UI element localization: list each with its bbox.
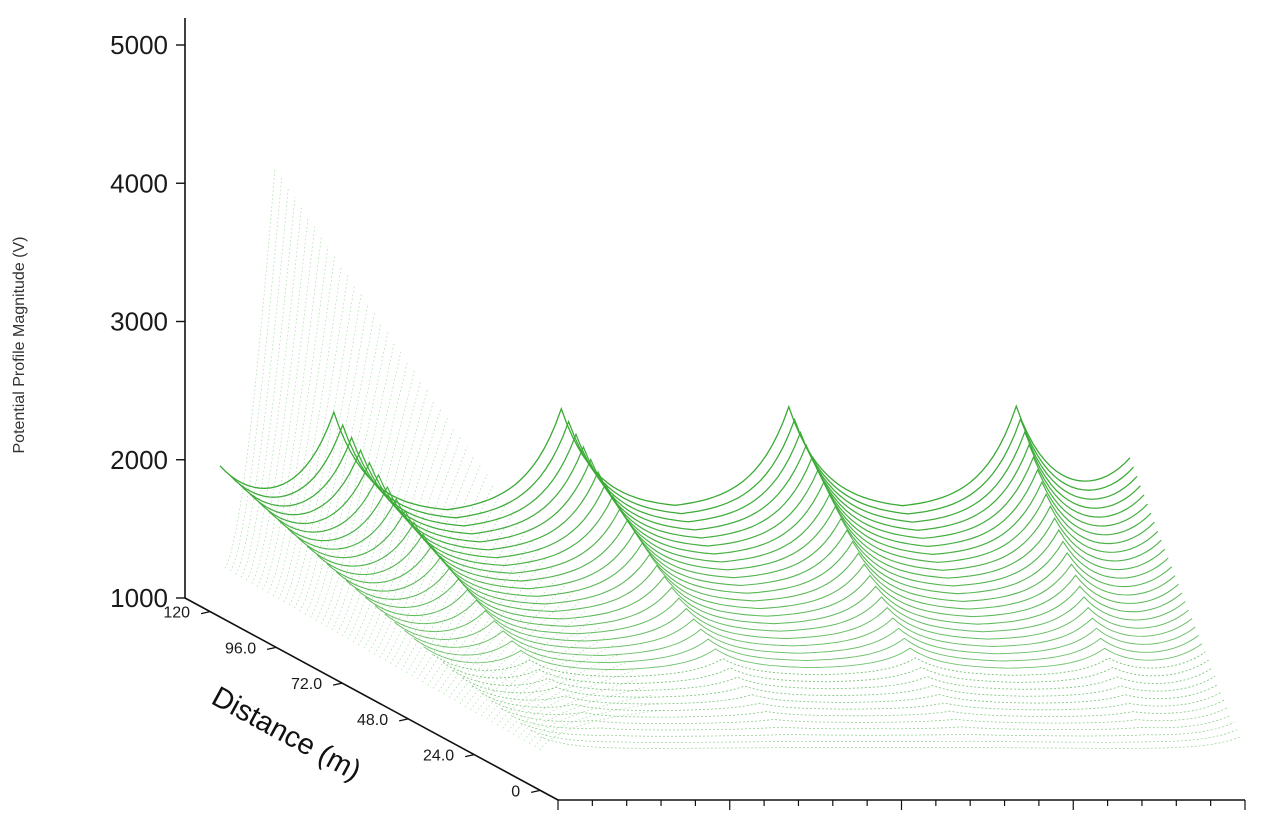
distance-tick-label: 72.0 bbox=[291, 676, 322, 693]
surface-column-line bbox=[417, 511, 513, 679]
surface-column-line bbox=[375, 437, 461, 654]
distance-tick-label: 24.0 bbox=[423, 748, 454, 765]
surface-column-line bbox=[465, 593, 573, 707]
surface-column-line bbox=[540, 710, 666, 750]
surface-column-line bbox=[236, 188, 289, 575]
surface-column-line bbox=[471, 602, 580, 710]
axes: 5000 4000 3000 2000 1000 120 96.0 72.0 48.0 24.0… bbox=[110, 18, 1245, 810]
surface-column-line bbox=[401, 484, 494, 670]
surface-column-line bbox=[310, 323, 381, 617]
distance-tick-label: 48.0 bbox=[357, 712, 388, 729]
surface-column-line bbox=[326, 352, 401, 627]
surface-row-line bbox=[462, 676, 1215, 697]
surface-column-line bbox=[503, 654, 620, 729]
z-tick-label: 5000 bbox=[110, 30, 168, 60]
surface-column-line bbox=[230, 178, 281, 571]
surface-column-line bbox=[273, 256, 335, 596]
surface-column-line bbox=[359, 409, 441, 645]
surface-column-line bbox=[369, 428, 454, 652]
z-tick-label: 3000 bbox=[110, 307, 168, 337]
surface-row-line bbox=[269, 470, 1148, 550]
surface-column-line bbox=[529, 695, 652, 744]
surface-column-line bbox=[444, 557, 547, 695]
distance-tick-mark bbox=[267, 647, 276, 649]
z-axis-title: Potential Profile Magnitude (V) bbox=[11, 237, 28, 454]
distance-axis-title: Distance (m) bbox=[206, 681, 366, 788]
distance-tick-label: 96.0 bbox=[225, 640, 256, 657]
z-tick-label: 2000 bbox=[110, 445, 168, 475]
distance-tick-mark bbox=[333, 683, 342, 685]
surface-column-line bbox=[380, 446, 467, 657]
surface-column-line bbox=[262, 236, 321, 589]
distance-tick-mark bbox=[531, 790, 540, 792]
x-axis-ticks bbox=[558, 800, 1245, 810]
surface-row-line bbox=[521, 723, 1235, 737]
z-tick-label: 4000 bbox=[110, 168, 168, 198]
z-axis-ticks: 5000 4000 3000 2000 1000 bbox=[110, 30, 185, 613]
surface-column-line bbox=[433, 539, 533, 689]
surface-row-line bbox=[433, 652, 1205, 677]
distance-tick-label: 120 bbox=[163, 605, 190, 622]
surface-column-line bbox=[460, 584, 567, 704]
distance-tick-mark bbox=[465, 755, 474, 757]
surface-wireframe bbox=[220, 168, 1240, 750]
surface-row-line bbox=[443, 660, 1209, 684]
surface-column-line bbox=[412, 502, 507, 676]
surface-column-line bbox=[535, 703, 660, 747]
surface-column-line bbox=[487, 628, 600, 719]
distance-tick-label: 0 bbox=[511, 783, 520, 800]
surface-column-line bbox=[385, 456, 474, 661]
distance-tick-mark bbox=[201, 612, 210, 614]
surface-column-line bbox=[337, 371, 414, 633]
z-tick-label: 1000 bbox=[110, 583, 168, 613]
distance-tick-mark bbox=[399, 719, 408, 721]
